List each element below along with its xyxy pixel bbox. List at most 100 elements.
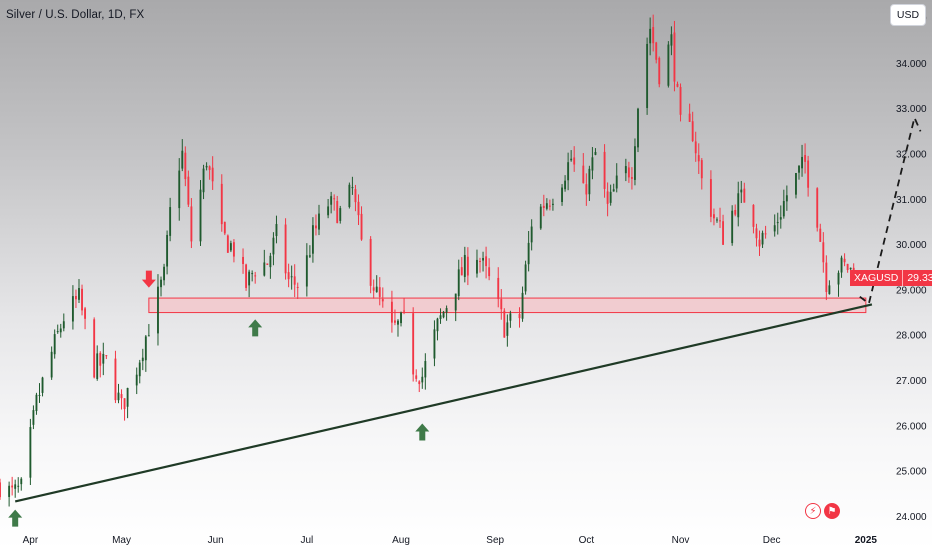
candle-body	[624, 166, 627, 174]
candle-body	[737, 193, 740, 218]
candle-body	[354, 189, 357, 203]
candle-body	[208, 166, 211, 170]
candle-body	[190, 206, 193, 242]
candle-body	[609, 191, 612, 203]
candle-body	[242, 256, 244, 265]
candle-body	[713, 214, 715, 219]
candle-body	[293, 276, 296, 285]
y-tick-label: 25.000	[896, 467, 927, 478]
candle-body	[35, 394, 38, 412]
candle-body	[0, 482, 1, 498]
candle-body	[545, 203, 548, 209]
candle-body	[463, 254, 466, 277]
candle-body	[466, 256, 469, 276]
candle-body	[476, 259, 478, 274]
x-tick-label: Apr	[23, 535, 39, 546]
candle-body	[266, 263, 269, 265]
candle-body	[530, 226, 533, 243]
candle-body	[846, 263, 849, 270]
x-tick-label: Jun	[208, 535, 224, 546]
y-tick-label: 33.000	[896, 104, 927, 115]
candle-body	[169, 207, 172, 236]
candle-body	[485, 256, 488, 267]
candle-body	[782, 201, 785, 217]
candle-body	[518, 314, 521, 319]
candle-body	[211, 167, 214, 182]
candle-body	[117, 392, 120, 401]
candle-body	[646, 43, 649, 109]
chart-title: Silver / U.S. Dollar, 1D, FX	[6, 9, 145, 21]
candle-body	[308, 255, 311, 257]
candle-body	[716, 219, 718, 221]
candle-body	[439, 315, 442, 319]
candle-body	[220, 183, 223, 225]
candle-body	[606, 191, 609, 204]
candle-body	[548, 205, 551, 207]
candle-body	[400, 312, 402, 324]
x-tick-label: Dec	[763, 535, 781, 546]
candle-body	[612, 189, 615, 192]
candle-body	[336, 200, 339, 224]
y-tick-label: 34.000	[896, 59, 927, 70]
candle-body	[424, 361, 427, 378]
us-flag-icon[interactable]: ⚑	[824, 503, 840, 519]
candle-body	[500, 299, 503, 310]
candle-body	[181, 150, 184, 169]
candle-body	[290, 276, 293, 278]
trendline	[14, 303, 873, 503]
candle-body	[667, 44, 670, 86]
candle-body	[120, 394, 123, 399]
candle-body	[582, 165, 585, 184]
candle-body	[360, 213, 363, 240]
candle-body	[157, 286, 159, 334]
candle-body	[503, 310, 506, 338]
candle-body	[843, 258, 846, 263]
candle-body	[102, 353, 105, 364]
candle-body	[254, 275, 257, 277]
candle-body	[542, 205, 545, 208]
candle-body	[819, 228, 822, 242]
candle-body	[627, 167, 630, 178]
y-tick-label: 28.000	[896, 331, 927, 342]
candle-body	[138, 362, 141, 377]
x-tick-label: Jul	[300, 535, 313, 546]
candle-body	[740, 189, 743, 193]
candle-body	[442, 311, 445, 318]
flash-icon[interactable]: ⚡	[805, 503, 821, 519]
candle-body	[524, 264, 527, 292]
candle-body	[330, 196, 333, 205]
candle-body	[697, 155, 700, 162]
candle-body	[564, 180, 567, 190]
candle-body	[457, 269, 460, 297]
candle-body	[731, 210, 734, 244]
candle-body	[460, 267, 463, 276]
candle-body	[588, 168, 591, 195]
candle-body	[700, 160, 703, 179]
candle-body	[694, 141, 697, 154]
candle-body	[38, 394, 41, 396]
candle-body	[147, 335, 150, 337]
candle-body	[454, 293, 457, 311]
currency-button[interactable]: USD	[890, 4, 926, 26]
candle-body	[348, 184, 351, 208]
candle-body	[351, 187, 354, 189]
candle-body	[248, 271, 251, 286]
candle-body	[32, 410, 35, 425]
candle-body	[445, 308, 448, 313]
candle-body	[412, 313, 415, 375]
candle-body	[551, 203, 554, 205]
candle-body	[637, 108, 639, 148]
candle-body	[56, 331, 59, 333]
candle-body	[369, 238, 372, 286]
candle-body	[78, 288, 80, 300]
candle-body	[390, 301, 393, 323]
candle-body	[785, 195, 788, 202]
candle-body	[75, 296, 77, 300]
candle-body	[482, 258, 484, 261]
candle-body	[93, 319, 96, 378]
candle-body	[506, 322, 509, 336]
last-price-label: XAGUSD 29.338	[850, 269, 932, 286]
candle-body	[81, 288, 83, 311]
